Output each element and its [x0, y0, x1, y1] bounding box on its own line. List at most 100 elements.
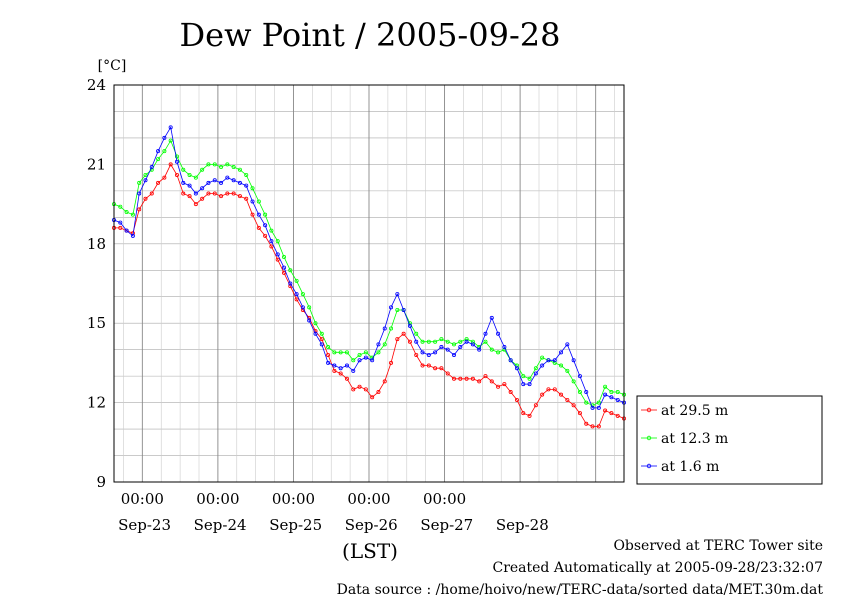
data-point: [615, 397, 620, 402]
data-point: [458, 345, 463, 350]
data-point: [156, 180, 161, 185]
y-tick-label: 9: [96, 473, 106, 491]
data-point: [395, 337, 400, 342]
data-point: [187, 194, 192, 199]
data-point: [275, 252, 280, 257]
data-point: [162, 175, 167, 180]
data-point: [489, 347, 494, 352]
data-point: [527, 413, 532, 418]
x-tick-date: Sep-23: [118, 516, 171, 534]
data-point: [275, 239, 280, 244]
data-point: [219, 165, 224, 170]
data-point: [590, 405, 595, 410]
data-point: [414, 352, 419, 357]
data-point: [200, 196, 205, 201]
data-point: [263, 223, 268, 228]
data-point: [508, 358, 513, 363]
data-point: [212, 191, 217, 196]
data-point: [439, 345, 444, 350]
data-point: [590, 424, 595, 429]
data-point: [200, 186, 205, 191]
data-point: [546, 358, 551, 363]
data-point: [313, 321, 318, 326]
x-axis-label: (LST): [342, 539, 398, 563]
data-point: [527, 382, 532, 387]
data-point: [470, 342, 475, 347]
data-point: [326, 352, 331, 357]
legend-swatch-marker: [646, 463, 652, 469]
data-point: [521, 374, 526, 379]
data-point: [219, 194, 224, 199]
data-point: [559, 350, 564, 355]
data-point: [351, 387, 356, 392]
data-point: [514, 397, 519, 402]
data-point: [212, 162, 217, 167]
x-tick-date: Sep-24: [194, 516, 247, 534]
data-point: [483, 339, 488, 344]
data-point: [609, 395, 614, 400]
data-point: [451, 376, 456, 381]
data-point: [420, 363, 425, 368]
x-tick-time: 00:00: [121, 490, 164, 508]
data-point: [382, 379, 387, 384]
data-point: [181, 180, 186, 185]
data-point: [609, 390, 614, 395]
data-point: [244, 172, 249, 177]
data-point: [609, 411, 614, 416]
data-point: [464, 376, 469, 381]
data-point: [281, 265, 286, 270]
data-point: [451, 342, 456, 347]
data-point: [143, 196, 148, 201]
data-point: [376, 390, 381, 395]
data-point: [565, 342, 570, 347]
data-point: [225, 162, 230, 167]
data-point: [269, 228, 274, 233]
data-point: [307, 318, 312, 323]
legend-swatch-marker: [646, 435, 652, 441]
data-point: [357, 384, 362, 389]
data-point: [577, 411, 582, 416]
data-point: [615, 413, 620, 418]
data-point: [477, 345, 482, 350]
footer-site: Observed at TERC Tower site: [613, 538, 823, 554]
data-point: [338, 350, 343, 355]
data-point: [256, 225, 261, 230]
y-tick-label: 18: [87, 235, 106, 253]
data-point: [174, 172, 179, 177]
data-point: [137, 180, 142, 185]
x-tick-date: Sep-27: [420, 516, 473, 534]
data-point: [477, 347, 482, 352]
data-point: [168, 162, 173, 167]
data-point: [281, 255, 286, 260]
legend-swatch-marker: [646, 407, 652, 413]
data-point: [149, 191, 154, 196]
data-point: [225, 191, 230, 196]
data-point: [244, 183, 249, 188]
data-point: [263, 212, 268, 217]
data-point: [577, 374, 582, 379]
data-point: [313, 331, 318, 336]
data-point: [162, 149, 167, 154]
data-point: [288, 268, 293, 273]
data-point: [464, 337, 469, 342]
data-point: [200, 167, 205, 172]
y-axis-unit-label: [°C]: [98, 58, 127, 74]
data-point: [603, 408, 608, 413]
data-point: [363, 387, 368, 392]
data-point: [445, 339, 450, 344]
data-point: [319, 331, 324, 336]
data-point: [584, 400, 589, 405]
data-point: [124, 228, 129, 233]
data-point: [584, 421, 589, 426]
data-point: [319, 337, 324, 342]
data-point: [596, 424, 601, 429]
data-point: [540, 355, 545, 360]
data-point: [294, 292, 299, 297]
data-point: [187, 172, 192, 177]
data-point: [546, 387, 551, 392]
data-point: [407, 323, 412, 328]
data-point: [382, 342, 387, 347]
data-point: [533, 366, 538, 371]
plot-grid: [114, 85, 624, 482]
data-point: [137, 191, 142, 196]
